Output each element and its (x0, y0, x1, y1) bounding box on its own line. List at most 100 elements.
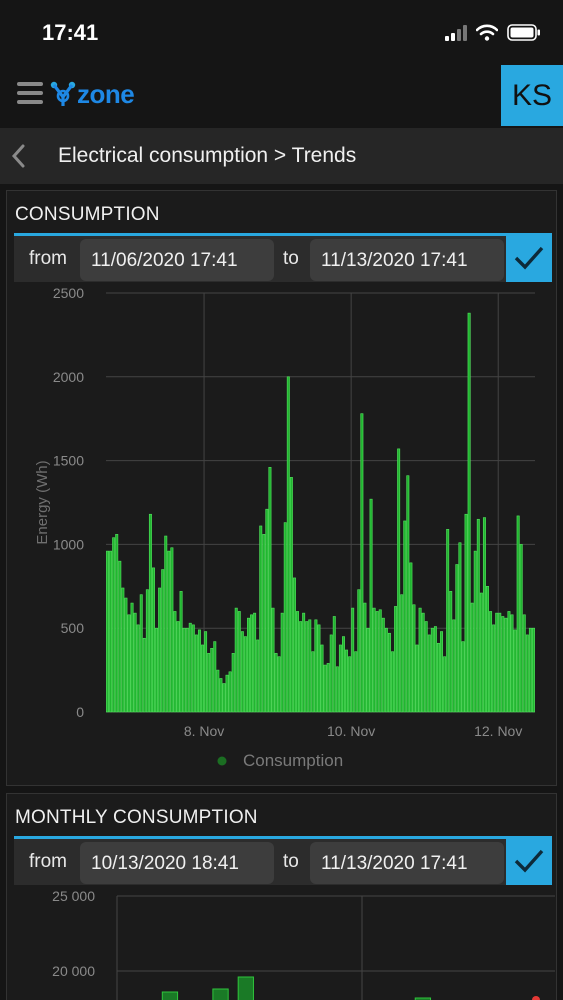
consumption-bar[interactable] (109, 550, 113, 713)
consumption-bar[interactable] (210, 648, 214, 713)
consumption-bar[interactable] (176, 621, 180, 713)
consumption-bar[interactable] (430, 627, 434, 713)
consumption-bar[interactable] (455, 564, 459, 713)
consumption-bar[interactable] (152, 567, 155, 713)
consumption-bar[interactable] (473, 550, 477, 713)
legend-marker[interactable] (217, 756, 227, 766)
monthly-to-date-input[interactable]: 11/13/2020 17:41 (310, 842, 504, 884)
consumption-bar[interactable] (268, 467, 272, 713)
consumption-bar[interactable] (507, 611, 511, 713)
consumption-bar[interactable] (234, 607, 238, 713)
consumption-bar[interactable] (397, 448, 401, 713)
consumption-bar[interactable] (458, 542, 462, 713)
consumption-bar[interactable] (289, 477, 293, 713)
consumption-bar[interactable] (170, 547, 174, 713)
consumption-bar[interactable] (250, 614, 254, 713)
consumption-bar[interactable] (452, 619, 456, 713)
consumption-bar[interactable] (314, 619, 318, 713)
consumption-bar[interactable] (363, 602, 367, 713)
consumption-bar[interactable] (335, 666, 339, 713)
consumption-bar[interactable] (130, 602, 134, 713)
consumption-bar[interactable] (443, 656, 447, 713)
consumption-bar[interactable] (228, 671, 232, 713)
consumption-bar[interactable] (296, 611, 299, 713)
consumption-bar[interactable] (302, 612, 306, 713)
consumption-bar[interactable] (121, 587, 125, 713)
consumption-bar[interactable] (136, 624, 140, 713)
consumption-bar[interactable] (194, 634, 198, 713)
consumption-bar[interactable] (237, 611, 241, 713)
consumption-bar[interactable] (127, 614, 131, 713)
apply-range-button[interactable] (506, 233, 552, 282)
consumption-bar[interactable] (479, 592, 483, 713)
consumption-bar[interactable] (305, 621, 309, 713)
consumption-bar[interactable] (323, 664, 327, 713)
consumption-bar[interactable] (311, 651, 315, 713)
consumption-bar[interactable] (384, 627, 388, 713)
consumption-bar[interactable] (274, 653, 278, 713)
consumption-bar[interactable] (369, 498, 373, 713)
monthly-bar[interactable] (212, 988, 229, 1000)
hamburger-menu-icon[interactable] (17, 82, 43, 106)
consumption-bar[interactable] (510, 614, 514, 713)
consumption-bar[interactable] (308, 619, 312, 713)
consumption-bar[interactable] (225, 674, 229, 713)
monthly-bar[interactable] (414, 997, 432, 1000)
consumption-bar[interactable] (433, 626, 437, 713)
user-avatar[interactable]: KS (501, 65, 563, 126)
consumption-bar[interactable] (204, 631, 208, 713)
consumption-bar[interactable] (317, 624, 321, 713)
consumption-bar[interactable] (436, 642, 440, 713)
consumption-bar[interactable] (351, 607, 355, 713)
consumption-bar[interactable] (372, 607, 376, 713)
consumption-bar[interactable] (406, 475, 410, 713)
consumption-bar[interactable] (531, 627, 535, 713)
consumption-bar[interactable] (492, 624, 496, 713)
consumption-bar[interactable] (394, 606, 398, 713)
consumption-bar[interactable] (415, 644, 419, 713)
consumption-bar[interactable] (201, 644, 204, 713)
consumption-bar[interactable] (243, 636, 247, 713)
consumption-bar[interactable] (449, 591, 453, 713)
consumption-bar[interactable] (197, 629, 201, 713)
consumption-bar[interactable] (354, 651, 358, 713)
consumption-bar[interactable] (513, 629, 517, 713)
consumption-bar[interactable] (118, 560, 122, 713)
to-date-input[interactable]: 11/13/2020 17:41 (310, 239, 504, 281)
consumption-bar[interactable] (528, 627, 532, 713)
consumption-bar[interactable] (470, 602, 474, 713)
consumption-bar[interactable] (173, 611, 177, 713)
consumption-bar[interactable] (280, 612, 284, 713)
consumption-bar[interactable] (326, 663, 330, 713)
consumption-bar[interactable] (366, 627, 370, 713)
consumption-bar[interactable] (158, 587, 162, 713)
consumption-bar[interactable] (240, 631, 244, 713)
consumption-bar[interactable] (207, 653, 211, 713)
consumption-bar[interactable] (133, 612, 137, 713)
consumption-bar[interactable] (341, 636, 345, 713)
consumption-bar[interactable] (167, 550, 171, 713)
consumption-bar[interactable] (504, 617, 508, 713)
consumption-bar[interactable] (222, 683, 226, 713)
consumption-bar[interactable] (139, 594, 143, 713)
consumption-bar[interactable] (446, 529, 450, 713)
consumption-bar[interactable] (182, 627, 186, 713)
consumption-bar[interactable] (256, 639, 260, 713)
consumption-bar[interactable] (357, 589, 361, 713)
consumption-bar[interactable] (253, 612, 257, 713)
consumption-bar[interactable] (191, 624, 195, 713)
consumption-bar[interactable] (498, 612, 502, 713)
consumption-bar[interactable] (329, 634, 333, 713)
consumption-bar[interactable] (360, 413, 364, 713)
monthly-apply-range-button[interactable] (506, 836, 552, 885)
consumption-bar[interactable] (106, 550, 110, 713)
consumption-bar[interactable] (424, 621, 428, 713)
consumption-bar[interactable] (262, 534, 266, 713)
monthly-from-date-input[interactable]: 10/13/2020 18:41 (80, 842, 274, 884)
consumption-bar[interactable] (155, 627, 159, 713)
consumption-bar[interactable] (464, 513, 468, 713)
consumption-bar[interactable] (525, 634, 529, 713)
consumption-bar[interactable] (283, 522, 287, 713)
consumption-bar[interactable] (299, 621, 303, 713)
consumption-bar[interactable] (112, 537, 116, 713)
